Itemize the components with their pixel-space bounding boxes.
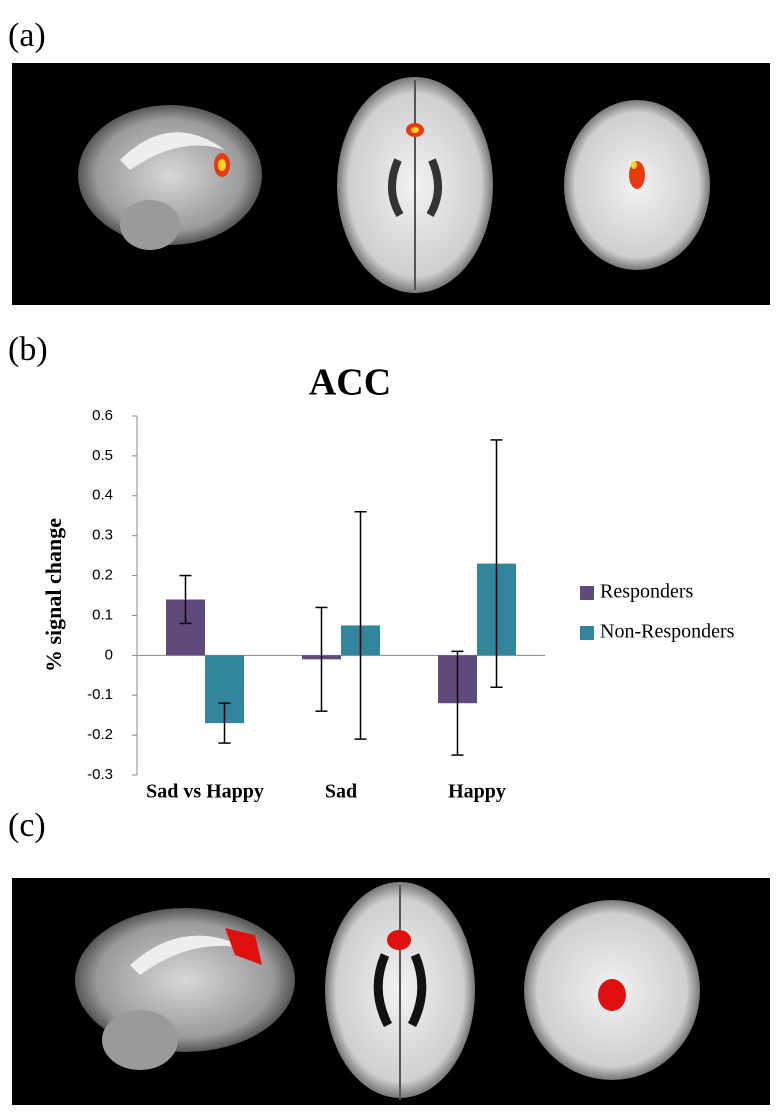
legend-label: Responders (600, 581, 694, 603)
x-tick-label: Happy (448, 781, 506, 803)
y-tick-label: 0.6 (92, 407, 113, 424)
y-tick-label: 0.4 (92, 487, 113, 504)
panel-label: (b) (8, 331, 48, 368)
panel-label: (c) (8, 807, 46, 844)
plot: -0.3 -0.2 -0.1 0 0.1 0.2 0.3 0.4 0.5 0.6 Sad vs Ha… (87, 407, 735, 803)
x-tick-label: Sad (325, 781, 357, 803)
panel-label: (a) (8, 17, 46, 54)
y-tick-label: -0.3 (87, 766, 113, 783)
y-axis-label: % signal change (41, 518, 66, 672)
brain-panel-c (12, 878, 770, 1105)
chart-title: ACC (309, 362, 391, 404)
legend-swatch (580, 586, 594, 600)
y-tick-label: 0.2 (92, 567, 113, 584)
figure: (a) (b) ACC % signal change -0.3 -0.2 -0.1… (0, 0, 781, 1116)
y-tick-label: -0.1 (87, 686, 113, 703)
brain-panel-a (12, 63, 770, 305)
y-tick-label: 0.3 (92, 527, 113, 544)
legend-swatch (580, 626, 594, 640)
legend-label: Non-Responders (600, 621, 735, 643)
x-tick-label: Sad vs Happy (146, 781, 264, 803)
y-tick-label: -0.2 (87, 726, 113, 743)
y-tick-label: 0.5 (92, 447, 113, 464)
y-tick-label: 0.1 (92, 606, 113, 623)
y-tick-label: 0 (105, 646, 113, 663)
